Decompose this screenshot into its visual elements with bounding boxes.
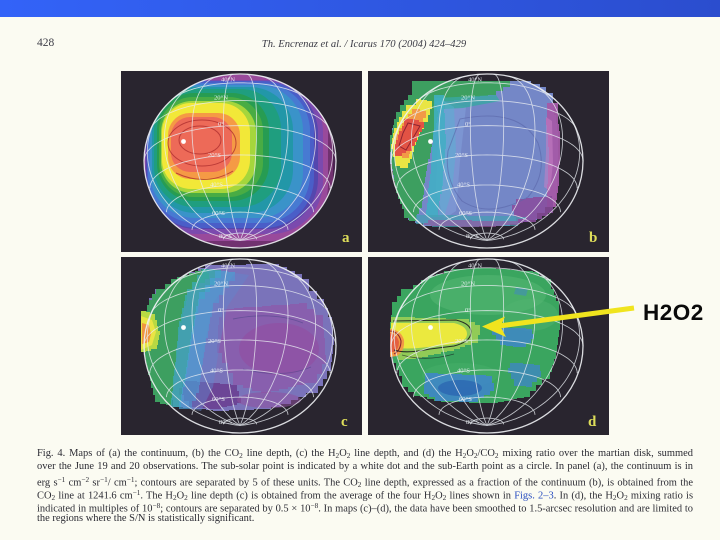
- svg-text:40°S: 40°S: [210, 368, 223, 375]
- svg-text:80°S: 80°S: [466, 233, 479, 240]
- svg-text:20°N: 20°N: [461, 95, 475, 102]
- svg-text:60°S: 60°S: [212, 396, 225, 403]
- svg-text:80°S: 80°S: [219, 233, 232, 240]
- svg-text:20°S: 20°S: [208, 338, 221, 345]
- svg-text:c: c: [341, 414, 348, 430]
- svg-text:40°S: 40°S: [457, 182, 470, 189]
- svg-text:0°: 0°: [218, 307, 224, 314]
- svg-text:20°N: 20°N: [214, 281, 228, 288]
- svg-text:20°S: 20°S: [208, 152, 221, 159]
- svg-text:b: b: [589, 230, 597, 246]
- svg-text:0°: 0°: [465, 121, 471, 128]
- svg-text:d: d: [588, 414, 597, 430]
- svg-text:40°S: 40°S: [210, 182, 223, 189]
- svg-text:40°N: 40°N: [468, 263, 482, 270]
- svg-text:20°S: 20°S: [455, 152, 468, 159]
- svg-text:0°: 0°: [218, 121, 224, 128]
- svg-text:40°S: 40°S: [457, 368, 470, 375]
- svg-text:60°S: 60°S: [459, 396, 472, 403]
- svg-text:80°S: 80°S: [466, 419, 479, 426]
- svg-text:60°S: 60°S: [212, 210, 225, 217]
- svg-text:40°N: 40°N: [221, 263, 235, 270]
- svg-text:a: a: [342, 230, 350, 246]
- svg-text:40°N: 40°N: [468, 77, 482, 84]
- svg-text:0°: 0°: [465, 307, 471, 314]
- svg-text:20°N: 20°N: [461, 281, 475, 288]
- svg-text:20°N: 20°N: [214, 95, 228, 102]
- svg-text:40°N: 40°N: [221, 77, 235, 84]
- svg-text:80°S: 80°S: [219, 419, 232, 426]
- svg-text:20°S: 20°S: [455, 338, 468, 345]
- svg-text:60°S: 60°S: [459, 210, 472, 217]
